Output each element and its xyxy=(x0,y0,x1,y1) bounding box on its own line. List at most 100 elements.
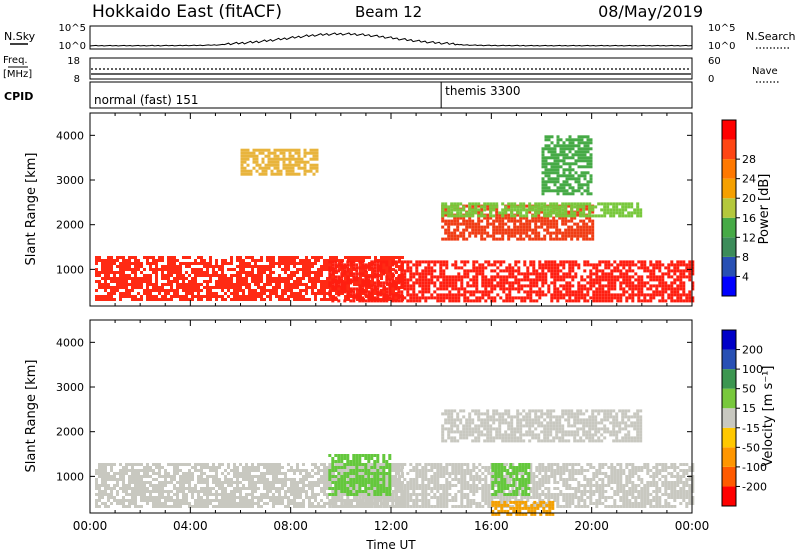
velocity-echo-cell xyxy=(188,475,191,478)
power-echo-cell xyxy=(161,271,164,274)
power-echo-cell xyxy=(544,278,548,282)
power-echo-cell xyxy=(236,283,239,286)
velocity-echo-cell xyxy=(137,484,140,487)
power-echo-cell xyxy=(155,289,158,292)
power-echo-cell xyxy=(568,150,572,154)
power-echo-cell xyxy=(441,202,445,206)
power-echo-cell xyxy=(568,177,572,181)
power-echo-cell xyxy=(519,222,523,226)
power-echo-cell xyxy=(239,277,242,280)
velocity-echo-cell xyxy=(185,481,188,484)
power-echo-cell xyxy=(630,214,634,218)
power-echo-cell xyxy=(450,222,454,226)
power-echo-cell xyxy=(185,292,188,295)
power-echo-cell xyxy=(131,283,134,286)
velocity-echo-cell xyxy=(224,475,227,478)
power-echo-cell xyxy=(272,256,275,259)
velocity-echo-cell xyxy=(337,505,341,508)
power-echo-cell xyxy=(595,278,599,282)
power-echo-cell xyxy=(137,277,140,280)
power-echo-cell xyxy=(547,290,551,294)
power-echo-cell xyxy=(610,269,614,273)
velocity-echo-cell xyxy=(350,499,353,502)
velocity-echo-cell xyxy=(302,481,305,484)
power-echo-cell xyxy=(544,189,548,193)
velocity-echo-cell xyxy=(293,481,296,484)
power-echo-cell xyxy=(240,160,244,164)
velocity-echo-cell xyxy=(248,502,251,505)
velocity-echo-cell xyxy=(394,490,398,493)
power-echo-cell xyxy=(95,289,98,292)
power-echo-cell xyxy=(459,234,463,238)
power-echo-cell xyxy=(176,268,179,271)
power-echo-cell xyxy=(191,268,194,271)
power-echo-cell xyxy=(616,263,620,267)
power-echo-cell xyxy=(278,295,281,298)
power-echo-cell xyxy=(534,237,538,241)
power-echo-cell xyxy=(137,283,140,286)
power-echo-cell xyxy=(260,274,263,277)
velocity-echo-cell xyxy=(287,505,290,508)
velocity-echo-cell xyxy=(397,463,401,466)
power-echo-cell xyxy=(209,265,212,268)
velocity-echo-cell xyxy=(395,481,398,484)
power-echo-cell xyxy=(601,278,605,282)
power-echo-cell xyxy=(167,256,170,259)
power-echo-cell xyxy=(269,283,272,286)
power-echo-cell xyxy=(424,278,428,282)
power-echo-cell xyxy=(240,172,244,176)
power-echo-cell xyxy=(577,296,581,300)
power-echo-cell xyxy=(315,157,319,161)
power-echo-cell xyxy=(468,214,472,218)
power-echo-cell xyxy=(441,219,445,223)
power-echo-cell xyxy=(525,228,529,232)
power-echo-cell xyxy=(179,265,182,268)
power-echo-cell xyxy=(430,293,434,297)
power-echo-cell xyxy=(272,265,275,268)
power-echo-cell xyxy=(311,256,314,259)
power-echo-cell xyxy=(484,278,488,282)
power-echo-cell xyxy=(173,271,176,274)
power-echo-cell xyxy=(517,296,521,300)
power-echo-cell xyxy=(514,278,518,282)
velocity-echo-cell xyxy=(173,478,176,481)
power-echo-cell xyxy=(532,266,536,270)
power-echo-cell xyxy=(255,148,259,152)
velocity-echo-cell xyxy=(314,472,317,475)
power-echo-cell xyxy=(161,298,164,301)
power-echo-cell xyxy=(266,256,269,259)
power-echo-cell xyxy=(637,299,641,303)
power-echo-cell xyxy=(442,260,446,264)
power-echo-cell xyxy=(361,281,365,285)
velocity-echo-cell xyxy=(290,487,293,490)
velocity-echo-cell xyxy=(263,466,266,469)
power-echo-cell xyxy=(564,231,568,235)
power-echo-cell xyxy=(568,147,572,151)
power-xticks xyxy=(89,113,693,306)
velocity-echo-cell xyxy=(215,478,218,481)
power-echo-cell xyxy=(556,168,560,172)
power-echo-cell xyxy=(263,292,266,295)
power-echo-cell xyxy=(567,234,571,238)
power-echo-cell xyxy=(221,298,224,301)
power-echo-cell xyxy=(388,284,392,288)
velocity-echo-cell xyxy=(200,487,203,490)
power-echo-cell xyxy=(471,204,475,208)
power-echo-cell xyxy=(430,281,434,285)
power-echo-cell xyxy=(463,275,467,279)
power-echo-cell xyxy=(445,266,449,270)
power-echo-cell xyxy=(471,231,475,235)
velocity-echo-cell xyxy=(284,481,287,484)
power-echo-cell xyxy=(526,272,530,276)
velocity-echo-cell xyxy=(337,499,341,502)
velocity-echo-cell xyxy=(338,475,341,478)
velocity-echo-cell xyxy=(412,484,416,487)
velocity-echo-cell xyxy=(182,499,185,502)
power-echo-cell xyxy=(571,269,575,273)
velocity-echo-cell xyxy=(317,481,320,484)
power-echo-cell xyxy=(550,153,554,157)
power-echo-cell xyxy=(252,166,256,170)
power-echo-cell xyxy=(365,256,368,259)
velocity-echo-cell xyxy=(340,499,344,502)
power-echo-cell xyxy=(661,296,665,300)
